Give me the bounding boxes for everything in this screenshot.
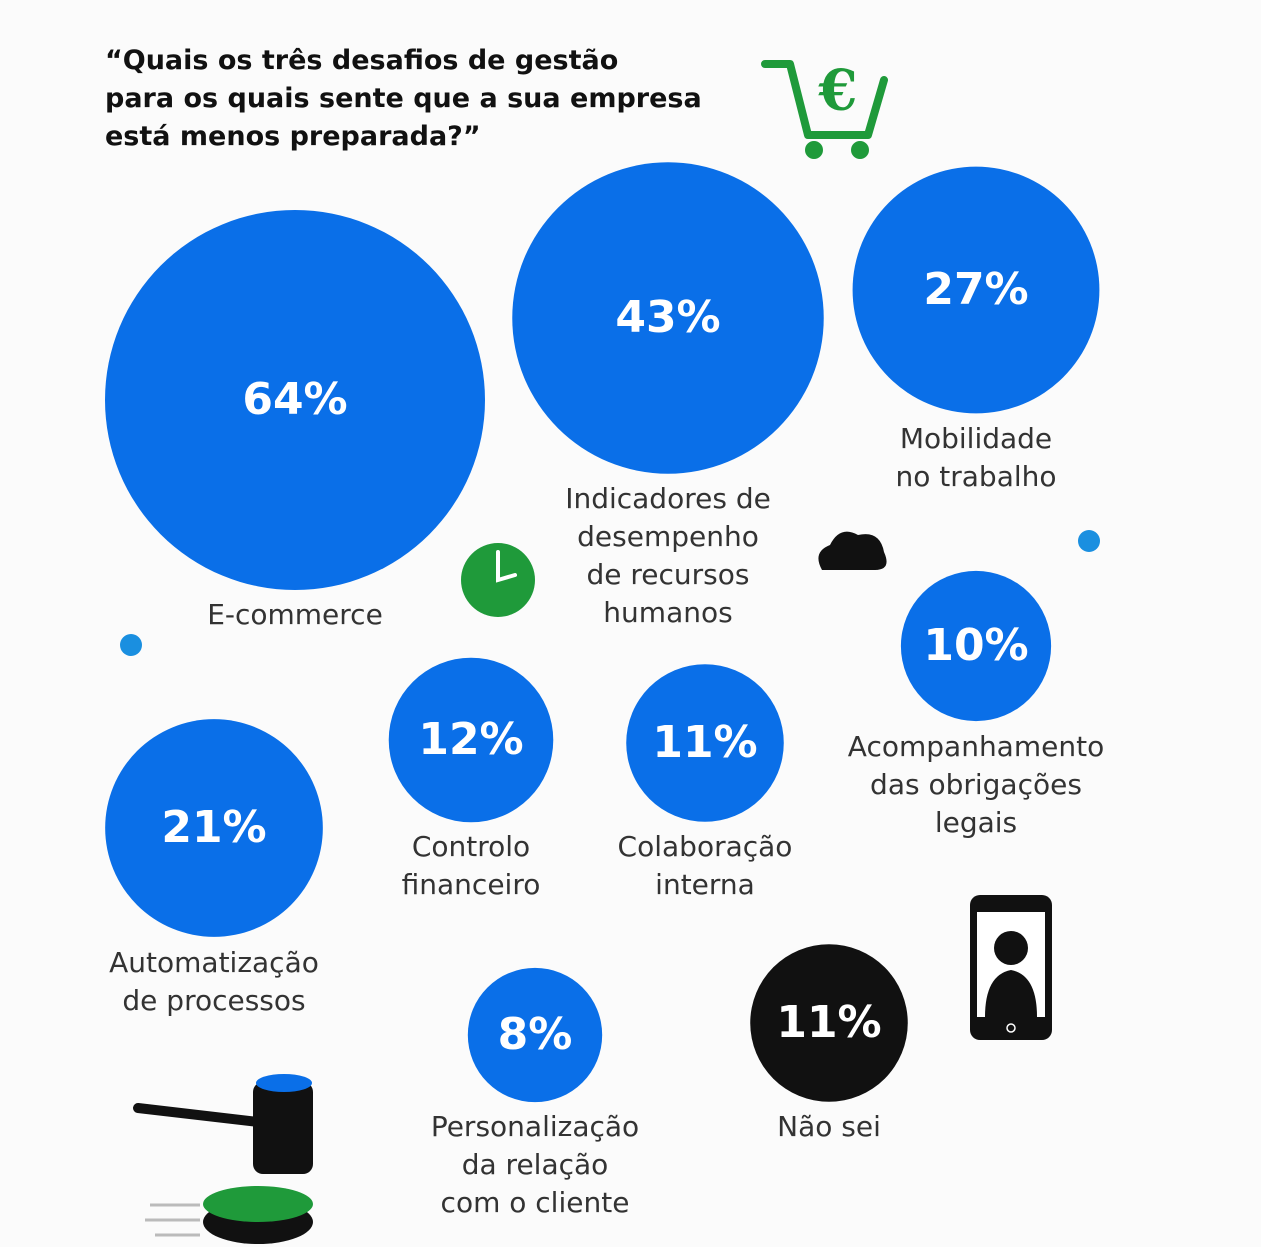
category-label: E-commerce [207,598,383,631]
category-label: Colaboração interna [617,830,793,901]
value-label: 43% [615,292,720,343]
gavel-icon [133,1074,313,1244]
value-label: 12% [418,714,523,765]
bubble [750,944,908,1102]
category-label: Personalização da relação com o cliente [430,1110,640,1219]
value-label: 11% [652,717,757,768]
category-label: Não sei [777,1110,881,1143]
bubble [105,719,323,937]
category-label: Indicadores de desempenho de recursos hu… [565,482,771,629]
cart-icon [761,60,888,159]
category-label: Automatização de processos [109,946,319,1017]
bubble [512,162,824,474]
bubble [105,210,485,590]
clock-icon [461,543,535,617]
value-label: 10% [923,620,1028,671]
euro-icon: € [818,58,858,124]
value-label: 8% [498,1009,573,1060]
bubble [467,967,603,1103]
bubble [900,570,1052,722]
cloud-icon [818,531,887,570]
category-label: Acompanhamento das obrigações legais [847,730,1105,839]
chart-title: “Quais os três desafios de gestão para o… [105,45,702,152]
dot [120,634,142,656]
bubble [626,664,784,822]
category-label: Controlo financeiro [401,830,541,901]
dot [1078,530,1100,552]
bubble [388,657,554,823]
value-label: 64% [242,374,347,425]
bubble [852,166,1100,414]
value-label: 11% [776,997,881,1048]
value-label: 21% [161,802,266,853]
value-label: 27% [923,264,1028,315]
category-label: Mobilidade no trabalho [895,422,1057,493]
phone-icon [970,895,1052,1040]
